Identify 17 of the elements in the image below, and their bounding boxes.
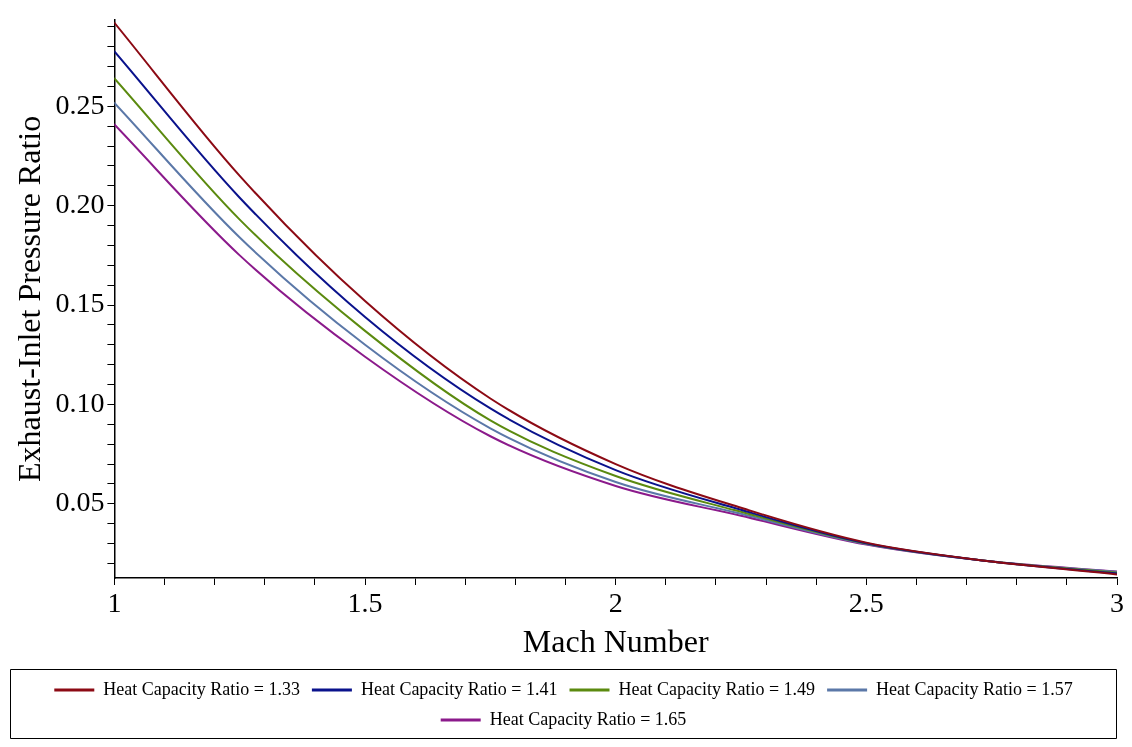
- y-tick-label: 0.20: [55, 188, 105, 220]
- x-axis-title: Mach Number: [522, 623, 709, 660]
- legend-label: Heat Capacity Ratio = 1.65: [489, 708, 687, 729]
- y-tick-label: 0.15: [55, 287, 105, 319]
- x-tick-label: 1.5: [347, 587, 383, 619]
- legend-label: Heat Capacity Ratio = 1.57: [876, 678, 1073, 699]
- legend-label: Heat Capacity Ratio = 1.33: [103, 678, 300, 699]
- y-tick-label: 0.25: [55, 88, 105, 120]
- y-tick-label: 0.05: [55, 486, 105, 518]
- legend-label: Heat Capacity Ratio = 1.41: [360, 678, 558, 699]
- legend-label: Heat Capacity Ratio = 1.49: [618, 678, 816, 699]
- y-tick-label: 0.10: [55, 386, 105, 418]
- x-tick-label: 2.5: [848, 587, 884, 619]
- x-tick-label: 2: [608, 587, 623, 619]
- y-axis-title: Exhaust-Inlet Pressure Ratio: [10, 115, 47, 482]
- x-tick-label: 1: [107, 587, 122, 619]
- x-tick-label: 3: [1110, 587, 1124, 619]
